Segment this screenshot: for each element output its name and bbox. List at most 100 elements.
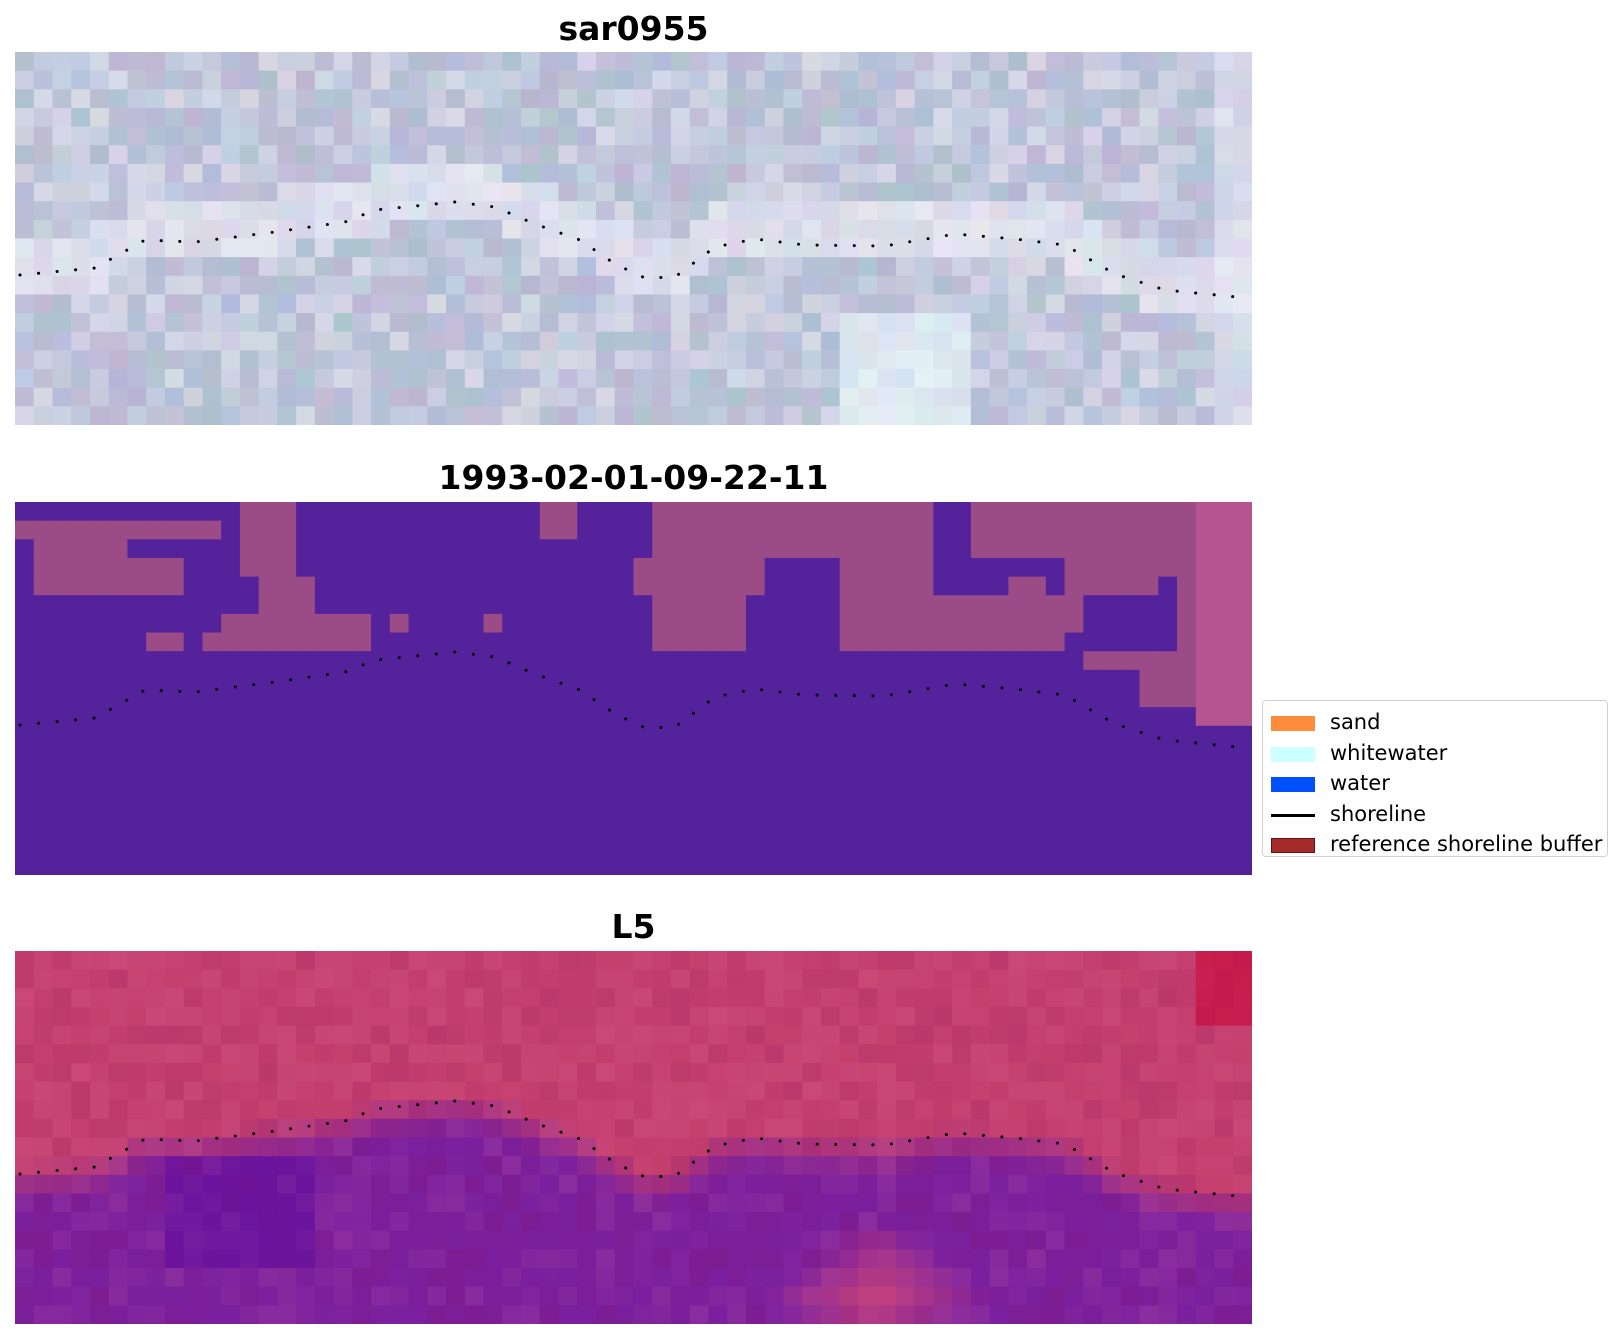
class-pixel: [15, 595, 35, 615]
rgb-pixel: [89, 387, 110, 407]
class-pixel: [577, 539, 597, 559]
rgb-pixel: [783, 294, 803, 314]
index-pixel: [839, 1230, 860, 1250]
class-pixel: [783, 576, 803, 596]
index-pixel: [877, 1174, 897, 1195]
class-pixel: [296, 651, 316, 671]
rgb-pixel: [389, 350, 410, 370]
index-pixel: [408, 1100, 428, 1120]
class-pixel: [652, 781, 672, 801]
index-pixel: [502, 1100, 522, 1120]
class-pixel: [333, 576, 353, 596]
rgb-pixel: [333, 313, 353, 333]
index-pixel: [33, 951, 54, 971]
rgb-pixel: [314, 89, 335, 109]
class-pixel: [108, 632, 129, 652]
class-pixel: [89, 856, 110, 875]
class-pixel: [633, 800, 653, 820]
class-pixel: [239, 707, 260, 727]
class-pixel: [427, 651, 447, 671]
index-pixel: [314, 951, 335, 971]
rgb-pixel: [877, 52, 897, 72]
rgb-pixel: [1027, 163, 1047, 184]
index-pixel: [389, 1137, 410, 1157]
index-pixel: [521, 1100, 541, 1120]
rgb-pixel: [802, 257, 822, 277]
index-pixel: [277, 1212, 297, 1232]
index-pixel: [108, 1286, 129, 1306]
rgb-pixel: [558, 145, 578, 165]
class-pixel: [333, 539, 353, 559]
index-pixel: [89, 1268, 110, 1288]
index-pixel: [371, 1062, 391, 1083]
index-pixel: [558, 1212, 578, 1232]
index-pixel: [539, 969, 560, 989]
index-pixel: [596, 1100, 616, 1120]
rgb-pixel: [296, 350, 316, 370]
class-pixel: [1045, 502, 1066, 522]
index-pixel: [258, 1286, 278, 1306]
index-pixel: [614, 1081, 635, 1101]
index-pixel: [1083, 988, 1103, 1008]
class-pixel: [989, 763, 1009, 783]
class-pixel: [577, 800, 597, 820]
index-pixel: [239, 1249, 260, 1269]
class-pixel: [558, 837, 578, 857]
class-pixel: [183, 837, 204, 857]
rgb-pixel: [371, 163, 391, 184]
class-pixel: [127, 595, 147, 615]
rgb-pixel: [1177, 350, 1197, 370]
class-pixel: [164, 669, 185, 690]
index-pixel: [577, 988, 597, 1008]
index-pixel: [502, 1174, 522, 1195]
rgb-pixel: [895, 107, 916, 128]
class-pixel: [1233, 502, 1252, 522]
rgb-pixel: [727, 182, 747, 202]
index-pixel: [802, 1006, 822, 1027]
class-pixel: [858, 557, 878, 578]
class-pixel: [1045, 688, 1066, 708]
class-pixel: [1064, 837, 1084, 857]
class-pixel: [164, 539, 185, 559]
rgb-pixel: [521, 182, 541, 202]
class-pixel: [15, 707, 35, 727]
index-pixel: [914, 1062, 934, 1083]
index-pixel: [1177, 969, 1197, 989]
rgb-pixel: [1045, 406, 1066, 425]
rgb-pixel: [577, 89, 597, 109]
rgb-pixel: [989, 182, 1009, 202]
rgb-pixel: [483, 70, 503, 90]
class-pixel: [446, 781, 466, 801]
rgb-pixel: [820, 387, 841, 407]
class-pixel: [1214, 613, 1234, 634]
index-pixel: [1064, 1137, 1084, 1157]
rgb-pixel: [277, 294, 297, 314]
rgb-pixel: [970, 52, 991, 72]
index-pixel: [483, 1025, 503, 1045]
index-pixel: [1008, 1006, 1028, 1027]
class-pixel: [1008, 819, 1028, 839]
index-pixel: [989, 1174, 1009, 1195]
index-pixel: [15, 1137, 35, 1157]
rgb-pixel: [1120, 52, 1141, 72]
index-pixel: [52, 1044, 72, 1064]
index-pixel: [764, 1305, 785, 1324]
rgb-pixel: [614, 406, 635, 425]
index-pixel: [670, 951, 691, 971]
index-pixel: [708, 1286, 728, 1306]
rgb-pixel: [1008, 406, 1028, 425]
rgb-pixel: [1102, 369, 1122, 389]
rgb-pixel: [745, 145, 766, 165]
index-pixel: [1139, 969, 1159, 989]
index-pixel: [408, 988, 428, 1008]
rgb-pixel: [314, 163, 335, 184]
class-pixel: [52, 819, 72, 839]
rgb-pixel: [183, 350, 204, 370]
legend-entry-reference-shoreline-buffer: reference shoreline buffer: [1263, 829, 1607, 860]
class-pixel: [1064, 632, 1084, 652]
class-pixel: [483, 502, 503, 522]
rgb-pixel: [239, 369, 260, 389]
class-pixel: [1008, 539, 1028, 559]
class-pixel: [71, 744, 91, 764]
class-pixel: [1008, 707, 1028, 727]
